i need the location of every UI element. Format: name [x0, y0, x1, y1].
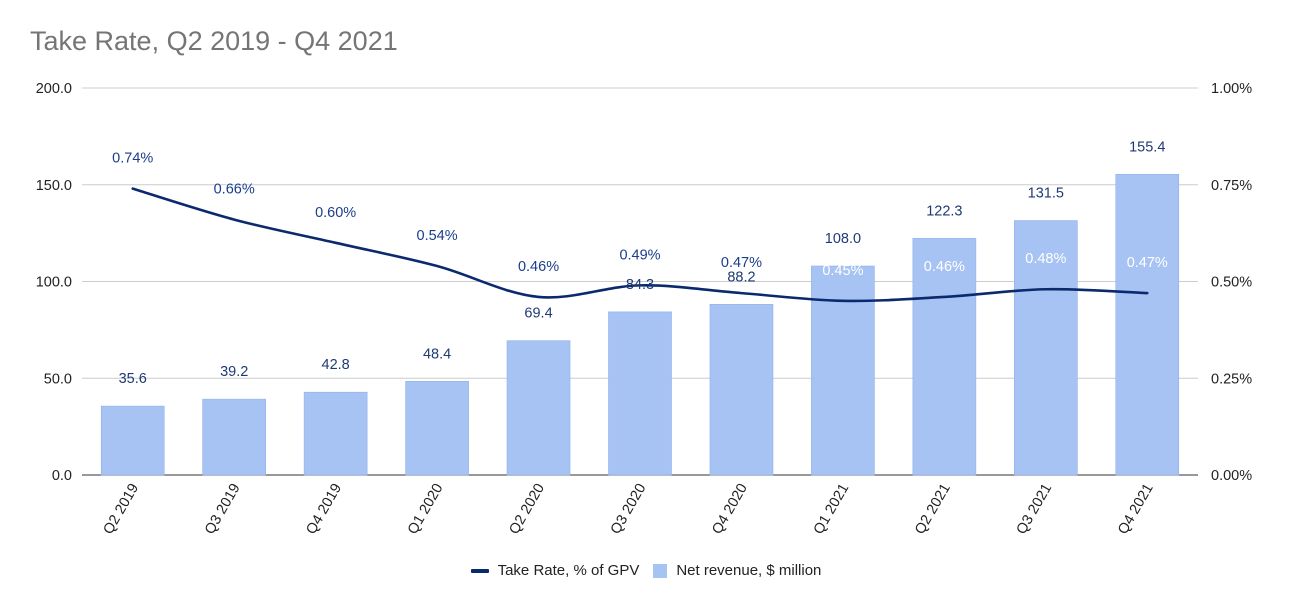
y-left-tick-label: 100.0: [36, 275, 72, 291]
bar-value-label: 131.5: [1028, 186, 1064, 202]
line-value-label: 0.54%: [417, 228, 458, 244]
bar-value-label: 122.3: [926, 203, 962, 219]
legend-label-net-revenue: Net revenue, $ million: [676, 562, 822, 579]
bar-value-label: 42.8: [322, 357, 350, 373]
line-value-label: 0.45%: [822, 263, 863, 279]
x-tick-label: Q3 2021: [1014, 481, 1056, 537]
bar: [202, 398, 266, 476]
bar: [506, 340, 571, 476]
bar: [1115, 174, 1180, 476]
chart-area: 0.0 0.00% 50.0 0.25% 100.0 0.50% 150.0 0.75% 200…: [36, 81, 1253, 537]
bar-value-label: 88.2: [727, 269, 755, 285]
y-right-tick-label: 1.00%: [1211, 81, 1252, 97]
bar-value-label: 84.3: [626, 277, 654, 293]
line-value-label: 0.49%: [619, 247, 660, 263]
legend: Take Rate, % of GPV Net revenue, $ milli…: [0, 562, 1292, 579]
bar: [912, 238, 977, 476]
bar-value-label: 69.4: [524, 306, 552, 322]
bar: [303, 391, 368, 476]
legend-bar-swatch: [653, 563, 668, 578]
x-tick-label: Q3 2020: [608, 481, 650, 537]
bar: [1014, 220, 1078, 476]
bar-value-label: 155.4: [1129, 139, 1165, 155]
x-tick-label: Q2 2020: [506, 481, 548, 537]
line-value-label: 0.66%: [214, 182, 255, 198]
bar: [100, 405, 165, 476]
x-tick-label: Q4 2019: [303, 481, 345, 537]
x-tick-label: Q2 2021: [912, 481, 954, 537]
bar: [608, 311, 672, 476]
y-left-tick-label: 200.0: [36, 81, 72, 97]
x-tick-label: Q3 2019: [202, 481, 244, 537]
legend-item-net-revenue: Net revenue, $ million: [653, 562, 821, 579]
x-tick-label: Q4 2021: [1115, 481, 1157, 537]
line-value-label: 0.48%: [1025, 251, 1066, 267]
y-left-tick-label: 150.0: [36, 178, 72, 194]
line-value-label: 0.47%: [721, 255, 762, 271]
y-left-tick-label: 50.0: [44, 371, 72, 387]
legend-line-swatch: [470, 568, 489, 573]
bar: [405, 381, 469, 476]
bar: [811, 265, 875, 476]
bar-value-label: 48.4: [423, 346, 451, 362]
y-right-tick-label: 0.75%: [1211, 178, 1252, 194]
x-tick-label: Q4 2020: [709, 481, 751, 537]
bar-value-label: 39.2: [220, 364, 248, 380]
y-right-tick-label: 0.25%: [1211, 371, 1252, 387]
bar-value-label: 35.6: [119, 371, 147, 387]
x-tick-label: Q2 2019: [101, 481, 143, 537]
y-right-tick-label: 0.00%: [1211, 468, 1252, 484]
bar: [709, 304, 774, 476]
x-tick-label: Q1 2020: [405, 481, 447, 537]
line-value-label: 0.46%: [924, 259, 965, 275]
line-value-label: 0.47%: [1127, 255, 1168, 271]
legend-label-take-rate: Take Rate, % of GPV: [497, 562, 640, 579]
line-value-label: 0.74%: [112, 151, 153, 167]
line-value-label: 0.60%: [315, 205, 356, 221]
line-value-label: 0.46%: [518, 259, 559, 275]
x-tick-label: Q1 2021: [811, 481, 853, 537]
bar-value-label: 108.0: [825, 231, 861, 247]
y-left-tick-label: 0.0: [52, 468, 72, 484]
chart-title: Take Rate, Q2 2019 - Q4 2021: [30, 26, 398, 56]
take-rate-line: [131, 187, 1149, 303]
legend-item-take-rate: Take Rate, % of GPV: [470, 562, 640, 579]
y-right-tick-label: 0.50%: [1211, 275, 1252, 291]
